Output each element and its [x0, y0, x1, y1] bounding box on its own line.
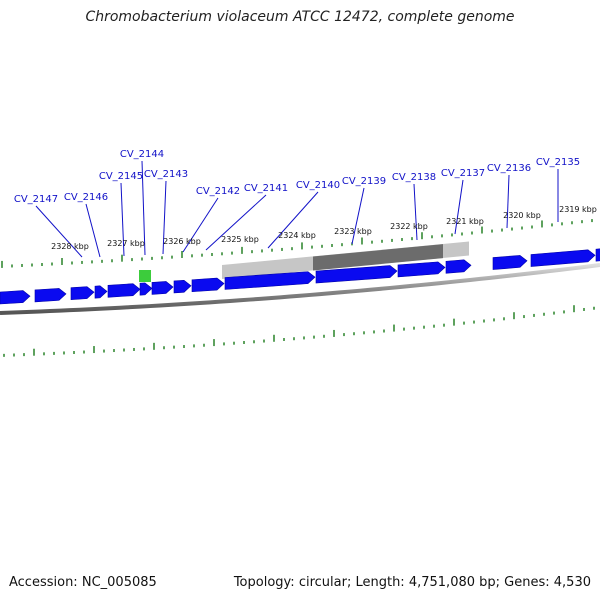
gene-arrow: [530, 249, 596, 267]
gene-arrow: [191, 277, 225, 293]
genes-label: Genes:: [504, 575, 550, 590]
gene-label: CV_2147: [14, 194, 58, 205]
gene-labels: CV_2147 CV_2146 CV_2145 CV_2144 CV_2143 CV_21…: [14, 149, 580, 205]
gene-arrow: [397, 261, 446, 278]
gene-arrow: [139, 282, 153, 296]
kbp-label: 2326 kbp: [163, 237, 201, 246]
label-leaders: [35, 160, 559, 258]
leader-line: [141, 160, 146, 256]
leader-line: [182, 197, 219, 253]
kbp-label: 2320 kbp: [503, 211, 541, 220]
page-title: Chromobacterium violaceum ATCC 12472, co…: [85, 9, 515, 25]
gene-arrow: [94, 285, 108, 299]
gene-arrow: [151, 281, 174, 295]
leader-line: [120, 182, 125, 257]
highlight-region: [139, 241, 469, 282]
gene-label: CV_2135: [536, 157, 580, 168]
length-label: Length:: [355, 575, 405, 590]
gene-label: CV_2140: [296, 180, 340, 191]
gene-track: [0, 248, 600, 305]
kbp-label: 2327 kbp: [107, 239, 145, 248]
leader-line: [162, 180, 167, 255]
topology-label: Topology:: [233, 575, 295, 590]
gene-label: CV_2139: [342, 176, 386, 187]
gene-arrow: [445, 259, 472, 274]
gene-arrow: [70, 286, 95, 300]
leader-line: [351, 187, 365, 245]
green-marker: [139, 270, 151, 282]
kbp-label: 2325 kbp: [221, 235, 259, 244]
leader-line: [454, 179, 464, 235]
accession-value: NC_005085: [81, 575, 157, 590]
gene-arrow: [315, 265, 398, 284]
genome-backbone: [0, 263, 600, 315]
gene-arrow: [173, 279, 192, 294]
genes-value: 4,530: [553, 575, 591, 590]
upper-tick-track: [1, 219, 593, 268]
gene-label: CV_2142: [196, 186, 240, 197]
leader-line: [413, 183, 418, 241]
kbp-label: 2322 kbp: [390, 222, 428, 231]
kbp-labels: 2328 kbp 2327 kbp 2326 kbp 2325 kbp 2324 kbp…: [51, 205, 597, 251]
gene-label: CV_2136: [487, 163, 531, 174]
topology-value: circular: [298, 575, 347, 590]
leader-line: [85, 203, 101, 258]
leader-line: [205, 194, 267, 251]
accession-label: Accession:: [9, 575, 78, 590]
gene-arrow: [595, 248, 600, 262]
gene-label: CV_2146: [64, 192, 108, 203]
lower-tick-track: [3, 305, 595, 357]
leader-line: [506, 174, 510, 229]
leader-line: [267, 191, 319, 249]
accession-text: Accession: NC_005085: [9, 575, 157, 590]
kbp-label: 2324 kbp: [278, 231, 316, 240]
gene-arrow: [224, 271, 316, 290]
gene-arrow: [492, 255, 528, 270]
gene-arrow: [34, 288, 67, 303]
gene-label: CV_2141: [244, 183, 288, 194]
kbp-label: 2319 kbp: [559, 205, 597, 214]
gene-label: CV_2137: [441, 168, 485, 179]
gene-label: CV_2144: [120, 149, 164, 160]
kbp-label: 2328 kbp: [51, 242, 89, 251]
backbone-arc: [0, 263, 600, 315]
kbp-label: 2323 kbp: [334, 227, 372, 236]
kbp-label: 2321 kbp: [446, 217, 484, 226]
leader-line: [35, 205, 83, 258]
highlight-dark: [313, 244, 443, 271]
gene-label: CV_2138: [392, 172, 436, 183]
genome-summary: Topology: circular; Length: 4,751,080 bp…: [233, 575, 591, 590]
gene-arrow: [107, 283, 141, 298]
gene-arrow: [0, 290, 31, 305]
length-value: 4,751,080 bp: [408, 575, 496, 590]
gene-label: CV_2143: [144, 169, 188, 180]
gene-label: CV_2145: [99, 171, 143, 182]
